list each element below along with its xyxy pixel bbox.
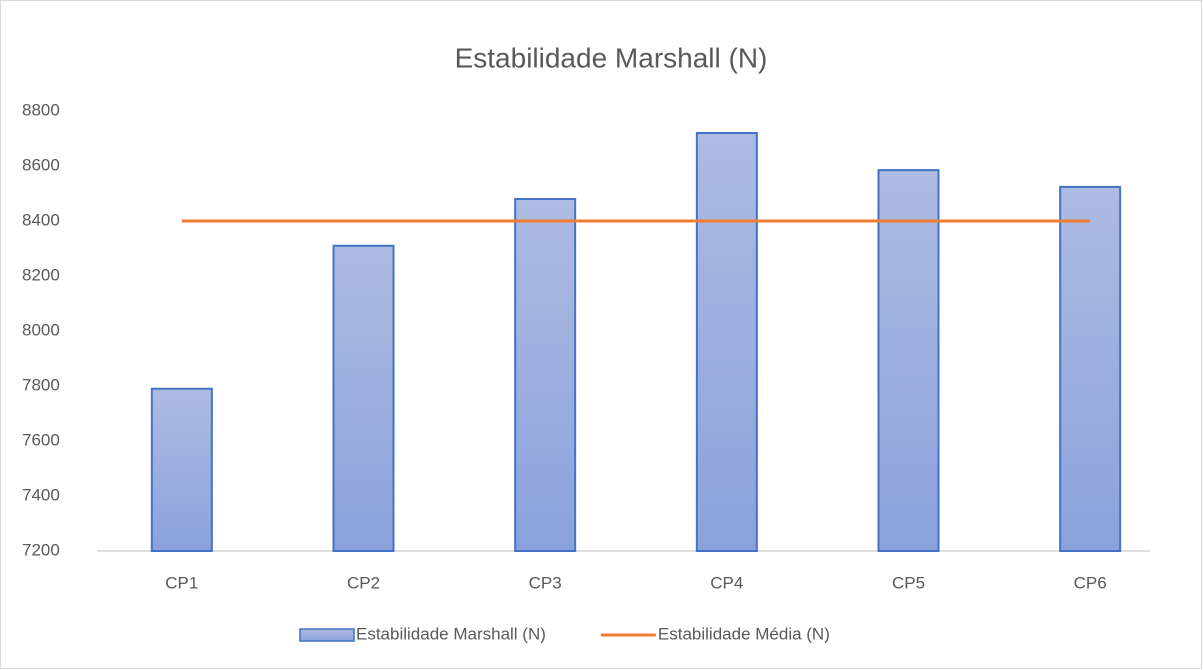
y-tick-label: 8800 — [22, 100, 60, 119]
bar — [1059, 185, 1122, 552]
y-tick-label: 7400 — [22, 485, 60, 504]
bar — [514, 198, 577, 552]
y-tick-label: 8600 — [22, 155, 60, 174]
x-tick-label: CP5 — [892, 573, 925, 592]
y-tick-label: 8400 — [22, 210, 60, 229]
y-tick-label: 8200 — [22, 265, 60, 284]
legend-label: Estabilidade Média (N) — [658, 624, 830, 643]
legend-swatch — [299, 628, 355, 642]
bar — [695, 132, 758, 552]
chart-title: Estabilidade Marshall (N) — [455, 42, 768, 73]
x-tick-label: CP1 — [165, 573, 198, 592]
x-tick-label: CP4 — [710, 573, 743, 592]
y-tick-label: 7600 — [22, 430, 60, 449]
x-tick-label: CP6 — [1074, 573, 1107, 592]
bar — [332, 244, 395, 552]
y-tick-label: 7200 — [22, 540, 60, 559]
legend-label: Estabilidade Marshall (N) — [356, 624, 546, 643]
bar — [877, 169, 940, 552]
y-tick-label: 8000 — [22, 320, 60, 339]
x-tick-label: CP3 — [529, 573, 562, 592]
y-tick-label: 7800 — [22, 375, 60, 394]
bar — [150, 387, 213, 552]
x-tick-label: CP2 — [347, 573, 380, 592]
